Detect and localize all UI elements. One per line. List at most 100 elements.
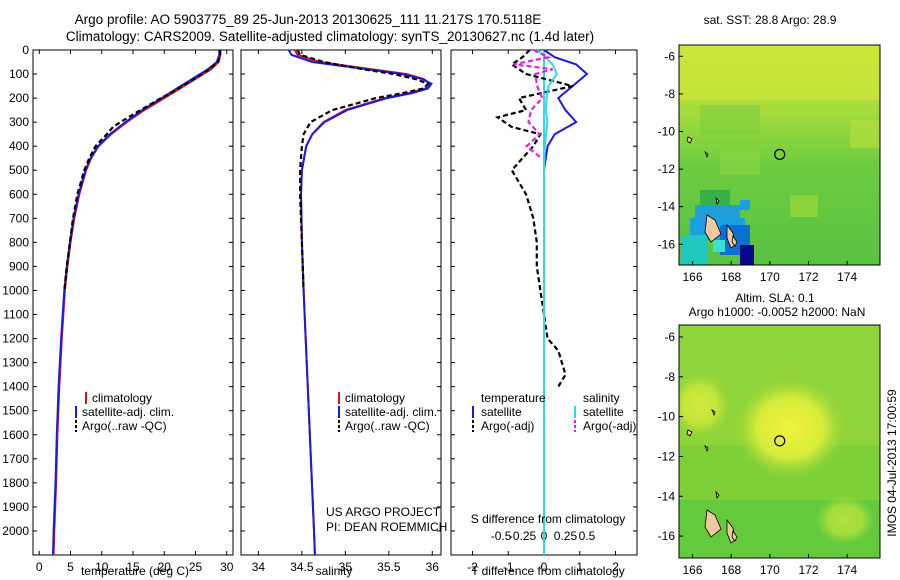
y-tick-label: 1400 bbox=[2, 380, 29, 394]
legend-t-satellite-label: satellite bbox=[481, 405, 522, 419]
x-tick-label: 2 bbox=[612, 560, 619, 574]
map-y-tick-label: -16 bbox=[658, 237, 676, 251]
x-tick-label: 20 bbox=[158, 560, 172, 574]
x-tick-label: -2 bbox=[467, 560, 478, 574]
salinity-legend: climatology satellite-adj. clim. Argo(..… bbox=[338, 391, 437, 433]
legend-s-argo-label: Argo(-adj) bbox=[583, 419, 636, 433]
series-line-argo-raw-qc- bbox=[63, 50, 221, 291]
legend-satellite-label: satellite-adj. clim. bbox=[345, 405, 437, 419]
sla-map-panel: Altim. SLA: 0.1 Argo h1000: -0.0052 h200… bbox=[658, 291, 881, 577]
y-tick-label: 1300 bbox=[2, 356, 29, 370]
map-y-tick-label: -6 bbox=[664, 49, 675, 63]
map-x-tick-label: 172 bbox=[798, 563, 818, 577]
x-tick-label: 34 bbox=[252, 560, 266, 574]
map-x-tick-label: 166 bbox=[683, 270, 703, 284]
x-top-tick-label: -0.25 bbox=[509, 529, 537, 543]
y-tick-label: 1800 bbox=[2, 476, 29, 490]
salinity-panel: 34 34.5 35 35.5 36 salinity climatology sate… bbox=[240, 49, 447, 578]
sst-field bbox=[679, 45, 880, 265]
map-x-tick-label: 174 bbox=[837, 270, 857, 284]
x-tick-label: 25 bbox=[189, 560, 203, 574]
y-tick-label: 100 bbox=[9, 67, 29, 81]
figure-title-line1: Argo profile: AO 5903775_89 25-Jun-2013 … bbox=[75, 12, 542, 27]
legend-argo-label: Argo(..raw -QC) bbox=[82, 419, 167, 433]
map-y-tick-label: -10 bbox=[658, 410, 676, 424]
y-tick-label: 1700 bbox=[2, 452, 29, 466]
x-tick-label: 34.5 bbox=[290, 560, 314, 574]
y-tick-label: 800 bbox=[9, 235, 29, 249]
legend-satellite-label: satellite-adj. clim. bbox=[82, 405, 174, 419]
y-tick-label: 2000 bbox=[2, 524, 29, 538]
series-line-satellite-adj-clim- bbox=[52, 50, 221, 556]
x-tick-label: 0 bbox=[36, 560, 43, 574]
y-tick-label: 500 bbox=[9, 163, 29, 177]
legend-s-satellite-label: satellite bbox=[583, 405, 624, 419]
x-tick-label: 35 bbox=[339, 560, 353, 574]
temperature-panel: 0100200300400500600700800900100011001200… bbox=[2, 43, 233, 578]
y-tick-label: 900 bbox=[9, 259, 29, 273]
map-x-tick-label: 168 bbox=[721, 563, 741, 577]
map-y-tick-label: -6 bbox=[664, 330, 675, 344]
series-line-argo-raw-qc- bbox=[296, 49, 430, 291]
legend-argo-label: Argo(..raw -QC) bbox=[345, 419, 430, 433]
y-tick-label: 400 bbox=[9, 139, 29, 153]
series-line-salinity-satellite bbox=[536, 49, 559, 555]
y-tick-label: 600 bbox=[9, 187, 29, 201]
pi-label: PI: DEAN ROEMMICH bbox=[326, 520, 447, 534]
legend-t-argo-label: Argo(-adj) bbox=[481, 419, 534, 433]
sla-field bbox=[679, 325, 880, 558]
y-tick-label: 700 bbox=[9, 211, 29, 225]
y-tick-label: 1000 bbox=[2, 283, 29, 297]
temperature-legend: climatology satellite-adj. clim. Argo(..… bbox=[75, 391, 174, 433]
map-x-tick-label: 170 bbox=[760, 563, 780, 577]
map-x-tick-label: 174 bbox=[837, 563, 857, 577]
map-y-tick-label: -16 bbox=[658, 529, 676, 543]
temperature-xlabel: temperature (deg C) bbox=[81, 564, 189, 578]
project-label: US ARGO PROJECT bbox=[326, 505, 441, 519]
sla-argo-marker bbox=[774, 435, 786, 447]
x-tick-label: 36 bbox=[426, 560, 440, 574]
x-tick-label: 0 bbox=[541, 560, 548, 574]
map-x-tick-label: 172 bbox=[798, 270, 818, 284]
x-top-tick-label: -0.5 bbox=[491, 529, 512, 543]
legend-salinity-head: salinity bbox=[583, 391, 620, 405]
legend-climatology-label: climatology bbox=[345, 391, 405, 405]
difference-xlabel: T difference from climatology bbox=[471, 564, 625, 578]
x-tick-label: 15 bbox=[126, 560, 140, 574]
map-y-tick-label: -14 bbox=[658, 200, 676, 214]
series-line-temperature-argo-adj- bbox=[494, 49, 573, 388]
series-line-climatology bbox=[52, 50, 222, 556]
sla-map-frame bbox=[678, 324, 881, 559]
difference-legend: temperature salinity satellite Argo(-adj… bbox=[472, 391, 636, 433]
sst-map-title: sat. SST: 28.8 Argo: 28.9 bbox=[704, 13, 837, 27]
timestamp-label: IMOS 04-Jul-2013 17:00:59 bbox=[885, 389, 899, 537]
x-top-tick-label: 0.5 bbox=[579, 529, 596, 543]
map-y-tick-label: -8 bbox=[664, 370, 675, 384]
map-y-tick-label: -12 bbox=[658, 162, 676, 176]
figure-title-line2: Climatology: CARS2009. Satellite-adjuste… bbox=[66, 29, 594, 44]
y-tick-label: 0 bbox=[22, 43, 29, 57]
y-tick-label: 1500 bbox=[2, 404, 29, 418]
y-tick-label: 1600 bbox=[2, 428, 29, 442]
legend-temperature-head: temperature bbox=[481, 391, 546, 405]
y-tick-label: 1900 bbox=[2, 500, 29, 514]
map-x-tick-label: 170 bbox=[760, 270, 780, 284]
sst-map-panel: sat. SST: 28.8 Argo: 28.9 166 168 170 1 bbox=[658, 13, 881, 284]
x-tick-label: 10 bbox=[95, 560, 109, 574]
map-x-tick-label: 166 bbox=[683, 563, 703, 577]
map-y-tick-label: -12 bbox=[658, 449, 676, 463]
series-line-satellite-adj-clim- bbox=[287, 49, 433, 556]
sst-map-frame bbox=[678, 44, 881, 266]
y-tick-label: 1100 bbox=[3, 308, 29, 322]
s-difference-title: S difference from climatology bbox=[471, 512, 626, 526]
x-tick-label: 30 bbox=[220, 560, 234, 574]
x-tick-label: -1 bbox=[503, 560, 514, 574]
salinity-xlabel: salinity bbox=[316, 564, 353, 578]
map-y-tick-label: -10 bbox=[658, 124, 676, 138]
x-top-tick-label: 0.25 bbox=[554, 529, 578, 543]
map-y-tick-label: -14 bbox=[658, 489, 676, 503]
x-tick-label: 5 bbox=[67, 560, 74, 574]
x-tick-label: 1 bbox=[576, 560, 583, 574]
series-line-temperature-satellite bbox=[543, 49, 589, 555]
